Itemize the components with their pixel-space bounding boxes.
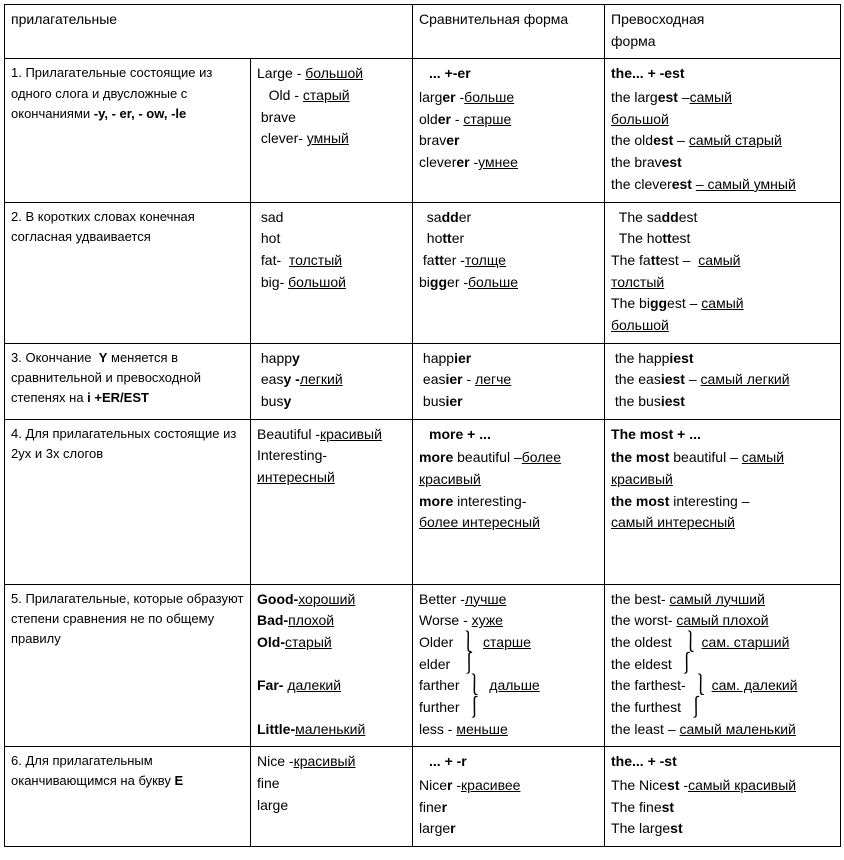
- header-col1: прилагательные: [5, 5, 413, 59]
- comparative-forms: Better -лучшеWorse - хужеOlder ⎱ старшеe…: [413, 584, 605, 747]
- header-row: прилагательные Сравнительная форма Прево…: [5, 5, 841, 59]
- superlative-forms: the... + -estthe largest –самыйбольшойth…: [605, 59, 841, 202]
- base-forms: Large - большой Old - старый brave cleve…: [251, 59, 413, 202]
- base-forms: sad hot fat- толстый big- большой: [251, 202, 413, 343]
- rule-row-6: 6. Для прилагательным оканчивающимся на …: [5, 747, 841, 847]
- base-forms: Good-хорошийBad-плохойOld-старый Far- да…: [251, 584, 413, 747]
- rule-description: 5. Прилагательные, которые образуют степ…: [5, 584, 251, 747]
- comparative-forms: ... +-erlarger -большеolder - старшеbrav…: [413, 59, 605, 202]
- rule-row-2: 2. В коротких словах конечная согласная …: [5, 202, 841, 343]
- base-forms: Beautiful -красивыйInteresting-интересны…: [251, 419, 413, 584]
- comparative-forms: sadder hotter fatter -толщеbigger -больш…: [413, 202, 605, 343]
- rule-description: 6. Для прилагательным оканчивающимся на …: [5, 747, 251, 847]
- adjectives-table: прилагательные Сравнительная форма Прево…: [4, 4, 841, 847]
- base-forms: Nice -красивыйfinelarge: [251, 747, 413, 847]
- comparative-forms: more + ...more beautiful –болеекрасивыйm…: [413, 419, 605, 584]
- rule-description: 1. Прилагательные состоящие из одного сл…: [5, 59, 251, 202]
- superlative-forms: the happiest the easiest – самый легкий …: [605, 343, 841, 419]
- superlative-forms: The saddest The hottestThe fattest – сам…: [605, 202, 841, 343]
- comparative-forms: happier easier - легче busier: [413, 343, 605, 419]
- header-col3: Сравнительная форма: [413, 5, 605, 59]
- rule-description: 2. В коротких словах конечная согласная …: [5, 202, 251, 343]
- rule-row-4: 4. Для прилагательных состоящие из 2ух и…: [5, 419, 841, 584]
- superlative-forms: the best- самый лучшийthe worst- самый п…: [605, 584, 841, 747]
- rule-description: 4. Для прилагательных состоящие из 2ух и…: [5, 419, 251, 584]
- rule-row-3: 3. Окончание Y меняется в сравнительной …: [5, 343, 841, 419]
- superlative-forms: The most + ...the most beautiful – самый…: [605, 419, 841, 584]
- base-forms: happy easy -легкий busy: [251, 343, 413, 419]
- rule-row-1: 1. Прилагательные состоящие из одного сл…: [5, 59, 841, 202]
- comparative-forms: ... + -rNicer -красивееfinerlarger: [413, 747, 605, 847]
- rule-row-5: 5. Прилагательные, которые образуют степ…: [5, 584, 841, 747]
- header-col4: Превосходнаяформа: [605, 5, 841, 59]
- rule-description: 3. Окончание Y меняется в сравнительной …: [5, 343, 251, 419]
- superlative-forms: the... + -stThe Nicest -самый красивыйTh…: [605, 747, 841, 847]
